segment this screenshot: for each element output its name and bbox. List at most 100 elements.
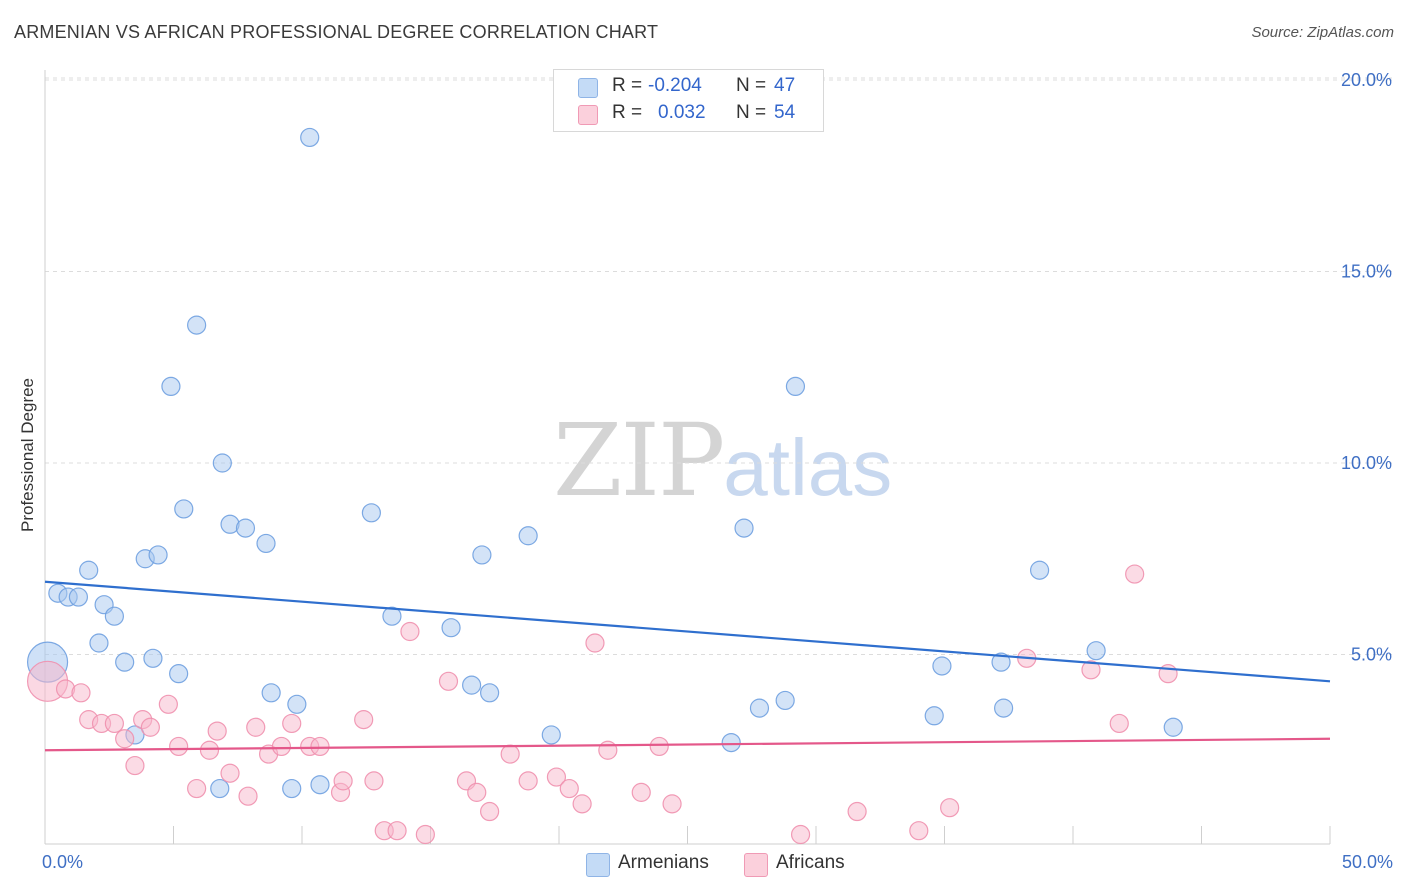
data-point-africans xyxy=(847,801,867,822)
data-point-africans xyxy=(790,824,811,845)
data-point-africans xyxy=(169,736,189,757)
x-tick-label: 50.0% xyxy=(1342,852,1393,872)
data-point-armenians xyxy=(143,648,163,668)
data-point-africans xyxy=(238,786,258,806)
data-point-africans xyxy=(199,740,220,760)
data-point-africans xyxy=(271,736,292,757)
data-point-armenians xyxy=(924,706,944,726)
legend-n-label: N = xyxy=(736,102,767,123)
y-tick-label: 5.0% xyxy=(1351,645,1392,665)
data-point-armenians xyxy=(89,633,109,653)
data-point-armenians xyxy=(115,652,135,672)
data-point-armenians xyxy=(169,664,189,684)
y-tick-label: 10.0% xyxy=(1341,453,1392,473)
series-label-armenians: Armenians xyxy=(618,852,709,873)
chart-source: Source: ZipAtlas.com xyxy=(1251,24,1394,41)
data-point-armenians xyxy=(287,694,307,714)
trend-lines xyxy=(44,580,1331,752)
data-point-armenians xyxy=(721,732,741,753)
data-point-armenians xyxy=(104,606,124,626)
data-point-armenians xyxy=(991,652,1011,672)
series-swatch-armenians xyxy=(586,853,610,877)
data-point-armenians xyxy=(472,545,492,565)
data-point-armenians xyxy=(1163,717,1183,737)
data-point-armenians xyxy=(256,533,276,554)
data-point-africans xyxy=(400,621,420,642)
series-label-africans: Africans xyxy=(776,852,845,873)
data-point-africans xyxy=(546,767,567,787)
data-point-armenians xyxy=(382,606,402,626)
axes xyxy=(44,70,1331,845)
data-point-armenians xyxy=(932,656,952,676)
data-point-africans xyxy=(415,824,435,845)
data-point-armenians xyxy=(785,376,806,396)
data-point-armenians xyxy=(310,775,330,795)
data-point-armenians xyxy=(261,683,281,703)
data-point-africans xyxy=(140,717,160,737)
data-point-armenians xyxy=(79,560,99,580)
data-point-armenians xyxy=(161,376,181,396)
data-point-africans xyxy=(387,821,407,841)
data-point-armenians xyxy=(518,526,538,546)
data-point-africans xyxy=(559,778,579,799)
data-point-africans xyxy=(572,794,592,814)
data-point-armenians xyxy=(775,690,795,711)
watermark: ZIPatlas xyxy=(553,402,892,519)
data-point-africans xyxy=(467,782,487,802)
data-point-africans xyxy=(1125,564,1145,584)
data-point-armenians xyxy=(212,453,232,473)
data-point-africans xyxy=(662,794,682,814)
data-point-armenians xyxy=(361,503,381,523)
data-point-africans xyxy=(480,801,500,822)
grid-lines xyxy=(45,77,1392,655)
data-point-africans xyxy=(104,713,124,734)
data-point-armenians xyxy=(462,675,482,695)
data-point-africans xyxy=(158,694,178,714)
data-point-armenians xyxy=(300,127,320,148)
data-point-africans xyxy=(1081,660,1101,680)
data-points xyxy=(26,127,1183,845)
data-point-africans xyxy=(207,721,227,741)
trend-line-africans xyxy=(44,737,1331,752)
data-point-africans xyxy=(354,710,374,730)
data-point-armenians xyxy=(235,518,256,538)
data-point-africans xyxy=(940,798,960,818)
legend-r-value: -0.204 xyxy=(648,75,702,96)
data-point-africans xyxy=(438,671,459,691)
y-tick-label: 20.0% xyxy=(1341,70,1392,90)
correlation-legend: R = -0.204 N = 47 R = 0.032 N = 54 xyxy=(553,69,824,132)
legend-n-label: N = xyxy=(736,75,767,96)
data-point-armenians xyxy=(187,315,207,335)
watermark-zip: ZIP xyxy=(553,402,725,519)
data-point-armenians xyxy=(282,778,302,799)
data-point-africans xyxy=(115,729,135,749)
data-point-armenians xyxy=(148,545,168,565)
data-point-armenians xyxy=(68,587,89,607)
data-point-africans xyxy=(220,763,240,783)
data-point-africans xyxy=(585,633,605,653)
data-point-africans xyxy=(246,717,266,737)
data-point-armenians xyxy=(994,698,1014,718)
data-point-africans xyxy=(500,744,520,764)
x-tick-label: 0.0% xyxy=(42,852,83,872)
data-point-africans xyxy=(187,778,207,799)
legend-swatch-armenians xyxy=(578,78,598,98)
tick-labels: 5.0% 10.0% 15.0% 20.0% 0.0% 50.0% xyxy=(42,70,1393,872)
data-point-africans xyxy=(282,713,302,734)
legend-swatch-africans xyxy=(578,105,598,125)
legend-r-label: R = xyxy=(612,75,643,96)
data-point-africans xyxy=(310,736,330,757)
chart-title: ARMENIAN VS AFRICAN PROFESSIONAL DEGREE … xyxy=(14,22,659,42)
data-point-africans xyxy=(71,683,91,703)
data-point-armenians xyxy=(1086,641,1106,661)
data-point-africans xyxy=(333,771,353,791)
data-point-armenians xyxy=(1029,560,1050,580)
watermark-atlas: atlas xyxy=(723,423,893,512)
data-point-armenians xyxy=(174,499,194,519)
data-point-armenians xyxy=(734,518,754,538)
data-point-africans xyxy=(631,782,651,802)
legend-r-label: R = xyxy=(612,102,643,123)
legend-n-value: 47 xyxy=(774,75,796,96)
data-point-africans xyxy=(125,755,145,776)
data-point-armenians xyxy=(541,725,561,745)
